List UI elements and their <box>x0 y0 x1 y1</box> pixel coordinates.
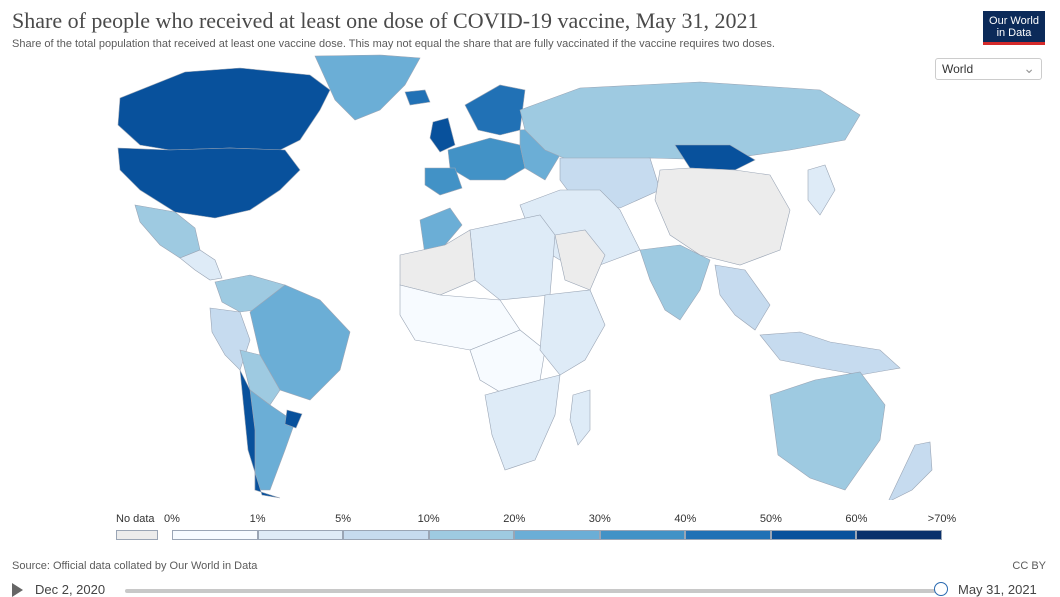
legend-swatch[interactable] <box>428 530 515 540</box>
country-india[interactable] <box>639 244 711 321</box>
legend-swatch[interactable] <box>599 530 686 540</box>
country-uruguay[interactable] <box>284 409 303 429</box>
country-iberia[interactable] <box>424 167 463 196</box>
country-greenland[interactable] <box>314 54 421 121</box>
country-argentina[interactable] <box>249 389 296 491</box>
country-mongolia[interactable] <box>674 144 756 171</box>
legend-swatch[interactable] <box>343 530 429 540</box>
country-saudi-arabia[interactable] <box>554 229 606 291</box>
owid-logo[interactable]: Our World in Data <box>983 11 1045 45</box>
country-chile[interactable] <box>239 369 281 499</box>
country-australia[interactable] <box>769 371 886 491</box>
license-label[interactable]: CC BY <box>1012 560 1046 572</box>
legend-swatch[interactable] <box>257 530 344 540</box>
country-southern-africa[interactable] <box>484 374 561 471</box>
country-iceland[interactable] <box>404 89 431 106</box>
legend-no-data-swatch[interactable] <box>116 530 158 540</box>
timeline-end-date: May 31, 2021 <box>958 582 1037 597</box>
country-canada[interactable] <box>117 67 331 151</box>
legend-swatch[interactable] <box>172 530 258 540</box>
legend-swatch[interactable] <box>685 530 771 540</box>
country-indonesia[interactable] <box>759 331 901 376</box>
chevron-down-icon: ⌄ <box>1023 60 1035 76</box>
legend-tick-label: 50% <box>759 513 782 525</box>
world-map[interactable] <box>0 50 1060 500</box>
legend-tick-label: 5% <box>335 513 352 525</box>
timeline-handle[interactable] <box>934 582 948 596</box>
legend-swatch[interactable] <box>514 530 600 540</box>
logo-line-2: in Data <box>996 27 1032 39</box>
timeline: Dec 2, 2020 May 31, 2021 <box>0 578 1060 597</box>
legend-tick-label: >70% <box>927 513 957 525</box>
legend-no-data-label: No data <box>116 513 155 525</box>
country-morocco[interactable] <box>419 207 463 256</box>
legend-tick-label: 10% <box>417 513 440 525</box>
country-russia[interactable] <box>519 81 861 166</box>
legend-tick-label: 60% <box>845 513 868 525</box>
country-new-zealand[interactable] <box>888 441 933 500</box>
country-southeast-asia[interactable] <box>714 264 771 331</box>
country-madagascar[interactable] <box>569 389 591 446</box>
legend-tick-label: 1% <box>249 513 266 525</box>
legend-tick-label: 30% <box>588 513 611 525</box>
logo-line-1: Our World <box>989 15 1039 27</box>
play-icon[interactable] <box>12 583 23 597</box>
country-japan[interactable] <box>807 164 836 216</box>
country-china[interactable] <box>654 167 791 266</box>
chart-subtitle: Share of the total population that recei… <box>12 38 775 50</box>
legend-swatch[interactable] <box>770 530 857 540</box>
source-note: Source: Official data collated by Our Wo… <box>12 560 258 572</box>
country-north-africa[interactable] <box>469 214 556 301</box>
legend-tick-label: 20% <box>503 513 526 525</box>
legend-swatch[interactable] <box>856 530 942 540</box>
country-central-america[interactable] <box>179 249 223 281</box>
country-scandinavia[interactable] <box>464 84 526 136</box>
legend-tick-label: 40% <box>674 513 697 525</box>
chart-title: Share of people who received at least on… <box>12 8 759 33</box>
region-select[interactable]: World ⌄ <box>935 58 1042 80</box>
timeline-track[interactable] <box>125 589 937 593</box>
country-united-states[interactable] <box>117 147 301 219</box>
country-united-kingdom[interactable] <box>429 117 456 153</box>
country-bolivia-and-paraguay[interactable] <box>239 349 281 406</box>
legend-tick-label: 0% <box>164 513 180 525</box>
country-east-africa[interactable] <box>539 289 606 376</box>
timeline-start-date: Dec 2, 2020 <box>35 582 106 597</box>
region-select-value: World <box>942 62 974 76</box>
country-western-europe[interactable] <box>447 137 526 181</box>
